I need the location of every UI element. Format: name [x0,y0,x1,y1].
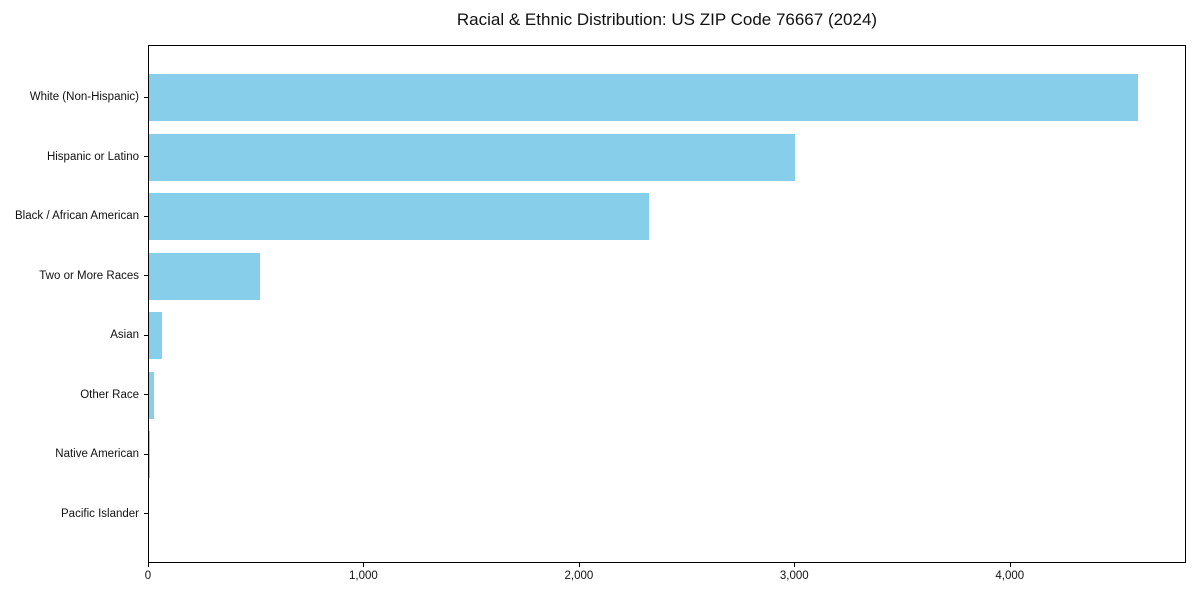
y-tick-label: Pacific Islander [61,507,139,520]
x-tick-mark [363,563,365,567]
y-tick-label: White (Non-Hispanic) [29,91,139,104]
x-tick-label: 3,000 [779,570,809,582]
y-tick-label: Two or More Races [39,269,139,282]
y-tick-mark [144,215,148,217]
x-tick-mark [148,563,149,567]
y-tick-label: Native American [55,448,139,461]
bar [149,431,151,479]
chart-title: Racial & Ethnic Distribution: US ZIP Cod… [456,10,878,29]
bar [149,133,796,181]
bar [149,371,155,419]
y-tick-label: Black / African American [15,210,139,223]
x-tick-label: 0 [144,570,152,582]
y-tick-mark [144,394,148,396]
bar [149,193,649,241]
x-tick-mark [794,563,796,567]
bar [149,312,162,360]
y-tick-mark [144,334,148,336]
y-tick-label: Asian [110,329,139,342]
y-tick-label: Hispanic or Latino [46,150,139,163]
y-tick-mark [144,513,148,515]
y-tick-mark [144,453,148,455]
x-tick-mark [1009,563,1011,567]
x-tick-label: 1,000 [349,570,378,582]
bar [149,252,260,300]
y-tick-label: Other Race [80,388,139,401]
plot-area [148,45,1186,563]
x-tick-label: 4,000 [995,570,1025,582]
bar [149,74,1138,122]
y-tick-mark [144,275,148,277]
y-tick-mark [144,156,148,158]
x-tick-mark [578,563,580,567]
x-tick-label: 2,000 [564,570,594,582]
y-tick-mark [144,96,148,98]
